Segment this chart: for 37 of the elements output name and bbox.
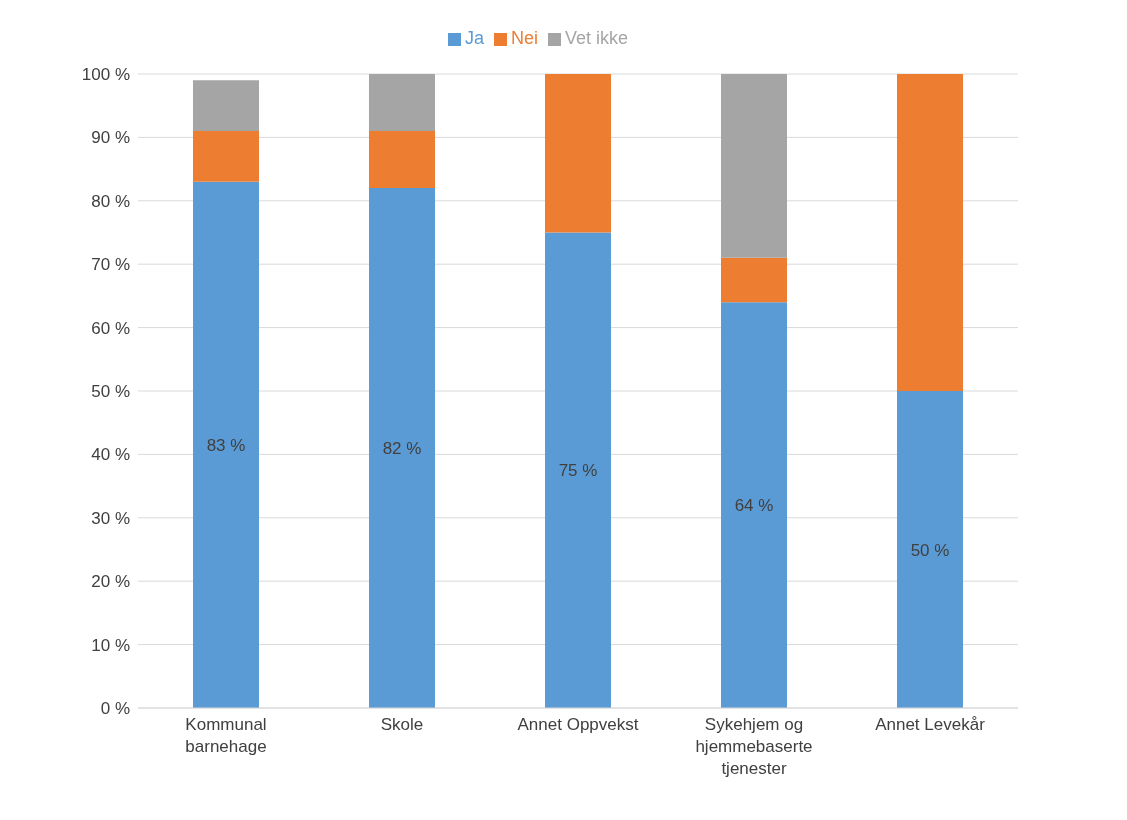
bar [721,302,787,708]
bar [193,181,259,708]
bar [369,188,435,708]
bar [369,74,435,132]
legend-label: Vet ikke [564,28,629,48]
bar [721,74,787,258]
x-tick-label: Annet Oppvekst [517,715,639,734]
y-tick-label: 40 % [91,445,130,465]
data-label: 82 % [382,439,422,459]
bar [721,257,787,303]
data-label: 83 % [206,435,246,455]
legend-label: Ja [464,28,484,48]
y-tick-label: 90 % [91,128,130,148]
bar [369,131,435,189]
y-tick-label: 100 % [81,65,130,85]
y-tick-label: 70 % [91,255,130,275]
bar [897,74,963,391]
y-tick-label: 60 % [91,318,130,338]
y-tick-label: 50 % [91,382,130,402]
y-tick-label: 20 % [91,572,130,592]
x-tick-label: Kommunal barnehage [185,715,267,756]
x-tick-label: Annet Levekår [875,715,986,734]
legend-label: Nei [510,28,538,48]
bar [545,74,611,233]
bar [545,232,611,708]
y-tick-label: 10 % [91,635,130,655]
data-label: 75 % [558,461,598,481]
y-tick-label: 80 % [91,191,130,211]
x-tick-label: Sykehjem og hjemmebaserte tjenester [695,715,813,778]
x-tick-label: Skole [380,715,424,734]
y-tick-label: 0 % [100,699,130,719]
data-label: 50 % [910,540,950,560]
bar [193,80,259,132]
y-tick-label: 30 % [91,508,130,528]
bar [897,391,963,708]
data-label: 64 % [734,496,774,516]
bar [193,131,259,182]
